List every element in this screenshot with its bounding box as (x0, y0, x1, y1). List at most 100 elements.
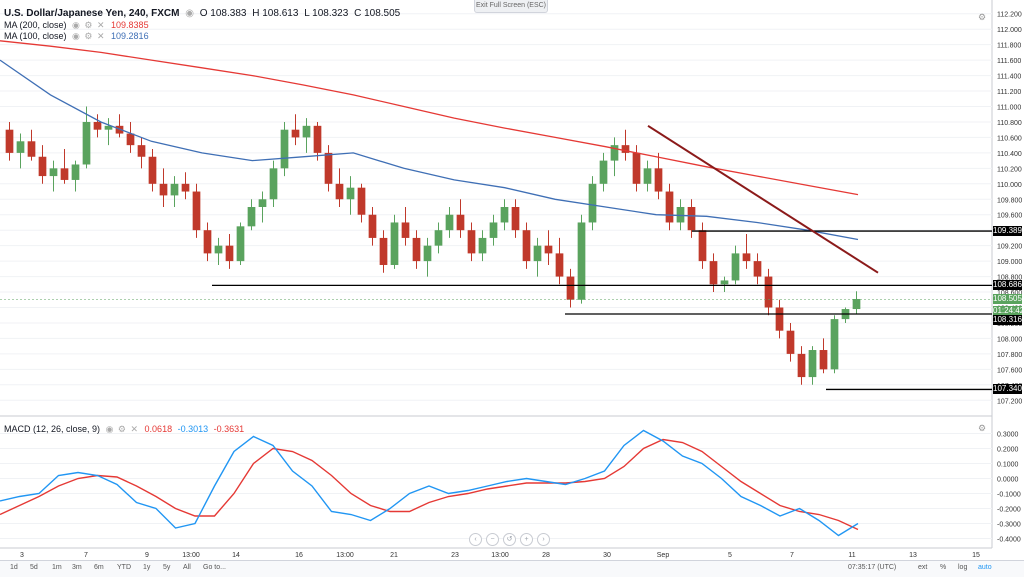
candle-body (489, 222, 498, 238)
candle (214, 237, 223, 265)
range-button[interactable]: 5d (30, 564, 38, 571)
range-button[interactable]: 5y (163, 564, 171, 571)
candle (115, 114, 124, 138)
candle (346, 176, 355, 215)
ext-toggle[interactable]: ext (918, 564, 928, 571)
macd-hist-value: 0.0618 (144, 424, 173, 434)
candle-body (368, 214, 377, 238)
candle (159, 168, 168, 207)
signal-value: -0.3631 (213, 424, 245, 434)
legend-controls-icon[interactable]: ◉ ⚙ ✕ (72, 20, 106, 30)
candle-body (808, 350, 817, 378)
legend-controls-icon[interactable]: ◉ ⚙ ✕ (72, 31, 106, 41)
macd-tick-label: -0.2000 (997, 507, 1021, 514)
candle (247, 199, 256, 231)
range-button[interactable]: Go to... (203, 564, 226, 571)
settings-gear-icon[interactable]: ⚙ (978, 12, 987, 22)
macd-legend[interactable]: MACD (12, 26, close, 9) ◉ ⚙ ✕ 0.0618 -0.… (4, 424, 247, 435)
candle-body (698, 230, 707, 262)
macd-tick-label: 0.1000 (997, 462, 1019, 469)
range-button[interactable]: All (183, 564, 191, 571)
ma200-legend[interactable]: MA (200, close) ◉ ⚙ ✕ 109.8385 (4, 20, 152, 31)
price-tick-label: 107.800 (997, 352, 1022, 359)
reset-icon[interactable]: ↺ (503, 533, 516, 546)
macd-settings-gear-icon[interactable]: ⚙ (978, 423, 987, 433)
scroll-right-icon[interactable]: › (537, 533, 550, 546)
exit-fullscreen-button[interactable]: Exit Full Screen (ESC) (474, 0, 548, 13)
price-tick-label: 111.400 (997, 74, 1021, 81)
chart-navigation: ‹ − ↺ + › (469, 528, 554, 546)
candle-body (82, 121, 91, 165)
time-tick-label: 7 (84, 552, 88, 559)
ma100-legend[interactable]: MA (100, close) ◉ ⚙ ✕ 109.2816 (4, 31, 152, 42)
price-tag: 108.686 (993, 280, 1022, 291)
candle-body (214, 245, 223, 254)
macd-tick-label: 0.2000 (997, 447, 1019, 454)
percent-toggle[interactable]: % (940, 564, 947, 571)
range-button[interactable]: 1m (52, 564, 62, 571)
time-tick-label: 5 (728, 552, 732, 559)
range-button[interactable]: 6m (94, 564, 104, 571)
candle (852, 291, 861, 314)
candle (170, 176, 179, 207)
candle-body (5, 129, 14, 153)
candle (60, 149, 69, 184)
range-button[interactable]: 1y (143, 564, 151, 571)
candle (742, 234, 751, 269)
time-tick-label: 21 (390, 552, 398, 559)
price-tag: 108.505 (993, 294, 1022, 305)
price-tick-label: 110.400 (997, 151, 1022, 158)
candle (335, 168, 344, 207)
candle-body (764, 276, 773, 308)
time-tick-label: 3 (20, 552, 24, 559)
range-button[interactable]: 3m (72, 564, 82, 571)
candle (291, 114, 300, 146)
candle-body (555, 253, 564, 277)
zoom-out-icon[interactable]: − (486, 533, 499, 546)
candle-body (159, 183, 168, 196)
candle-body (654, 168, 663, 192)
log-toggle[interactable]: log (958, 564, 968, 571)
candle-body (709, 261, 718, 285)
candle (775, 299, 784, 339)
price-tick-label: 111.600 (997, 58, 1021, 65)
candle (478, 230, 487, 262)
price-tick-label: 110.200 (997, 166, 1022, 173)
utc-clock: 07:35:17 (UTC) (848, 564, 897, 571)
candle-body (291, 129, 300, 138)
ma100-line (0, 59, 859, 241)
candle (38, 145, 47, 184)
range-button[interactable]: YTD (117, 564, 131, 571)
candle (126, 121, 135, 153)
price-tick-label: 109.800 (997, 197, 1022, 204)
candle-body (522, 230, 531, 262)
price-tick-label: 108.800 (997, 275, 1022, 282)
time-tick-label: 13:00 (491, 552, 509, 559)
price-tag: 01:24:42 (993, 305, 1024, 316)
price-tick-label: 110.000 (997, 182, 1022, 189)
auto-toggle[interactable]: auto (978, 564, 992, 571)
time-tick-label: 13 (909, 552, 917, 559)
candle-body (665, 191, 674, 223)
candle (27, 129, 36, 161)
eye-icon[interactable]: ◉ (185, 8, 194, 19)
candle (390, 214, 399, 269)
range-button[interactable]: 1d (10, 564, 18, 571)
candle (753, 253, 762, 285)
candle-body (742, 253, 751, 262)
candle-body (731, 253, 740, 281)
legend-controls-icon[interactable]: ◉ ⚙ ✕ (105, 424, 140, 434)
candle (302, 118, 311, 153)
candle (203, 222, 212, 262)
candle (412, 230, 421, 269)
candle-body (643, 168, 652, 184)
symbol-title: U.S. Dollar/Japanese Yen, 240, FXCM (4, 8, 180, 19)
scroll-left-icon[interactable]: ‹ (469, 533, 482, 546)
candle (764, 268, 773, 316)
candle (16, 133, 25, 169)
candle-body (71, 164, 80, 180)
candle-body (49, 168, 58, 177)
zoom-in-icon[interactable]: + (520, 533, 533, 546)
candle-body (786, 330, 795, 354)
